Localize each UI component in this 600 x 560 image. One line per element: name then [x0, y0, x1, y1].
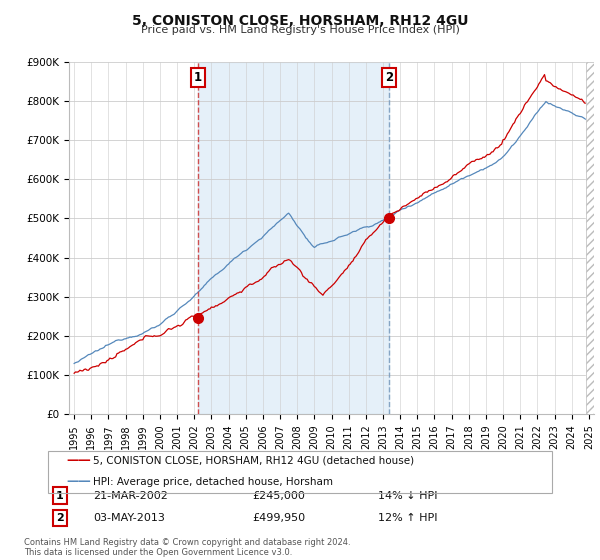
Text: £499,950: £499,950: [252, 513, 305, 523]
Bar: [198, 62, 389, 414]
Text: 5, CONISTON CLOSE, HORSHAM, RH12 4GU (detached house): 5, CONISTON CLOSE, HORSHAM, RH12 4GU (de…: [93, 456, 414, 466]
Bar: [586, 62, 594, 414]
Text: £245,000: £245,000: [252, 491, 305, 501]
Text: 1: 1: [56, 491, 64, 501]
Text: 2: 2: [56, 513, 64, 523]
Text: Price paid vs. HM Land Registry's House Price Index (HPI): Price paid vs. HM Land Registry's House …: [140, 25, 460, 35]
Text: 12% ↑ HPI: 12% ↑ HPI: [378, 513, 437, 523]
Text: ——: ——: [66, 454, 91, 468]
Bar: [586, 62, 594, 414]
Text: 14% ↓ HPI: 14% ↓ HPI: [378, 491, 437, 501]
Text: Contains HM Land Registry data © Crown copyright and database right 2024.
This d: Contains HM Land Registry data © Crown c…: [24, 538, 350, 557]
Text: 2: 2: [385, 71, 394, 84]
Text: 1: 1: [194, 71, 202, 84]
Text: 03-MAY-2013: 03-MAY-2013: [93, 513, 165, 523]
Text: ——: ——: [66, 475, 91, 488]
Text: 21-MAR-2002: 21-MAR-2002: [93, 491, 168, 501]
Text: HPI: Average price, detached house, Horsham: HPI: Average price, detached house, Hors…: [93, 477, 333, 487]
Text: 5, CONISTON CLOSE, HORSHAM, RH12 4GU: 5, CONISTON CLOSE, HORSHAM, RH12 4GU: [132, 14, 468, 28]
